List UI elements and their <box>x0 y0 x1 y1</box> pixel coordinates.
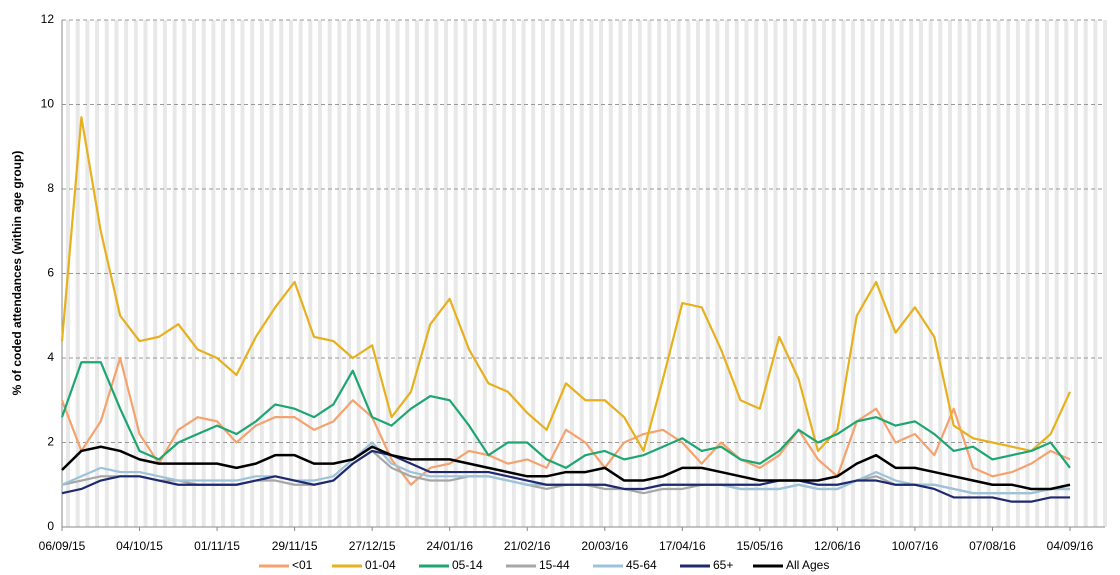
background-stripe <box>918 20 923 527</box>
background-stripe <box>269 20 274 527</box>
legend-label: 15-44 <box>539 558 570 572</box>
background-stripe <box>696 20 700 527</box>
background-stripe <box>337 20 342 527</box>
background-stripe <box>162 20 167 527</box>
background-stripe <box>996 20 1001 527</box>
background-stripe <box>792 20 797 527</box>
legend-label: 01-04 <box>365 558 396 572</box>
background-stripe <box>85 20 90 527</box>
series-line <box>60 356 1071 486</box>
x-tick-label: 15/05/16 <box>736 539 783 553</box>
background-stripe <box>366 20 371 527</box>
background-stripe <box>114 20 119 527</box>
y-tick-label: 10 <box>41 97 55 111</box>
background-stripe <box>492 20 497 527</box>
y-tick-label: 8 <box>47 181 54 195</box>
series-line <box>60 116 1071 453</box>
background-stripe <box>211 20 216 527</box>
background-stripe <box>1044 20 1049 527</box>
background-stripe <box>647 20 652 527</box>
background-stripe <box>870 20 875 527</box>
background-stripe <box>192 20 196 527</box>
background-stripe <box>773 20 778 527</box>
series-line <box>61 449 1070 503</box>
x-tick-label: 01/11/15 <box>194 539 240 553</box>
x-tick-label: 17/04/16 <box>659 539 706 553</box>
background-stripe <box>240 20 245 527</box>
series-line <box>61 445 1071 491</box>
background-stripe <box>899 20 904 527</box>
series-line <box>60 361 1071 469</box>
background-stripe <box>444 20 448 527</box>
background-stripe <box>540 20 545 527</box>
background-stripe <box>841 20 846 527</box>
background-stripe <box>521 20 526 527</box>
background-stripe <box>715 20 720 527</box>
background-stripe <box>1025 20 1030 527</box>
x-tick-label: 27/12/15 <box>349 539 396 553</box>
y-tick-label: 6 <box>47 266 54 280</box>
background-stripe <box>1093 20 1098 527</box>
x-tick-label: 20/03/16 <box>581 539 628 553</box>
legend-label: 05-14 <box>452 558 483 572</box>
background-stripe <box>1074 20 1078 527</box>
background-stripe <box>570 20 574 527</box>
background-stripe <box>143 20 148 527</box>
background-stripe <box>414 20 419 527</box>
legend-label: <01 <box>292 558 313 572</box>
x-tick-label: 12/06/16 <box>814 539 861 553</box>
background-stripe <box>618 20 623 527</box>
background-stripe <box>666 20 671 527</box>
x-tick-label: 24/01/16 <box>426 539 473 553</box>
background-stripe <box>744 20 749 527</box>
x-tick-label: 04/09/16 <box>1047 539 1094 553</box>
legend-label: 65+ <box>713 558 733 572</box>
y-axis-title: % of coded attendances (within age group… <box>10 151 24 396</box>
background-stripe <box>1103 20 1108 527</box>
x-tick-label: 07/08/16 <box>969 539 1016 553</box>
background-stripe <box>463 20 468 527</box>
y-tick-label: 0 <box>47 519 54 533</box>
background-stripe <box>822 20 826 527</box>
background-stripe <box>589 20 594 527</box>
x-tick-label: 04/10/15 <box>116 539 163 553</box>
background-stripe <box>948 20 952 527</box>
x-tick-label: 21/02/16 <box>504 539 551 553</box>
y-tick-label: 4 <box>47 350 54 364</box>
x-tick-label: 29/11/15 <box>272 539 318 553</box>
background-stripe <box>967 20 972 527</box>
legend-label: All Ages <box>786 558 829 572</box>
y-tick-label: 12 <box>41 12 55 26</box>
y-tick-label: 2 <box>47 435 54 449</box>
background-stripe <box>318 20 322 527</box>
background-stripe <box>395 20 400 527</box>
x-tick-label: 10/07/16 <box>892 539 939 553</box>
background-stripe <box>288 20 293 527</box>
legend-label: 45-64 <box>626 558 657 572</box>
x-tick-label: 06/09/15 <box>39 539 86 553</box>
